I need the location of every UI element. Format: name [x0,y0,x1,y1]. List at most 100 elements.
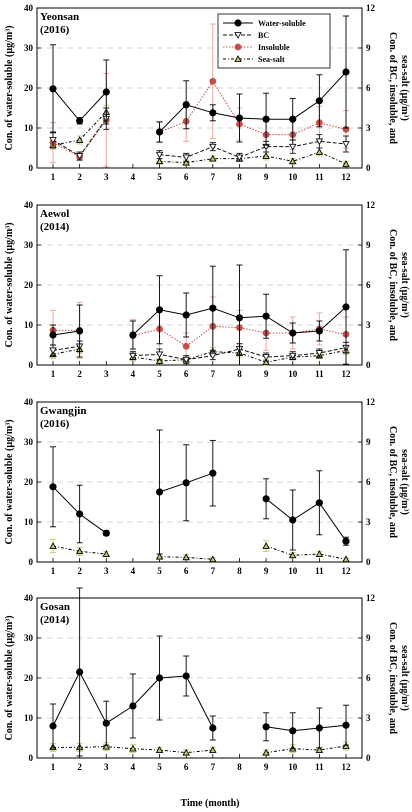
right-axis-label-line2: sea-salt (µg/m³) [399,55,410,121]
left-tick-label: 30 [24,43,34,53]
data-point [49,331,57,339]
x-tick-label: 12 [342,762,352,772]
data-point [76,510,84,518]
data-point [75,153,84,160]
data-point [289,516,297,524]
right-tick-label: 3 [366,713,371,723]
data-point [49,483,57,491]
series-line [52,111,107,146]
series-line [52,348,80,355]
right-tick-label: 6 [366,83,371,93]
right-tick-label: 9 [366,240,371,250]
panel-title: Yeonsan [40,11,79,23]
series-line [159,151,347,165]
data-point [102,529,110,537]
right-axis-label-line2: sea-salt (µg/m³) [399,645,410,711]
series-line [266,724,347,732]
data-point [342,68,350,76]
data-point [315,550,324,557]
series-water-soluble [49,587,350,757]
panel-title: Gosan [40,601,70,613]
data-point [182,311,190,319]
x-tick-label: 9 [264,369,269,379]
right-tick-label: 9 [366,437,371,447]
series-line [52,330,80,336]
x-tick-label: 9 [264,762,269,772]
series-bc [49,340,350,365]
x-tick-label: 4 [131,762,136,772]
left-tick-label: 40 [24,593,34,603]
x-tick-label: 2 [77,172,82,182]
data-point [182,154,190,162]
left-axis-label: Con. of water-soluble (µg/m³) [4,222,15,347]
legend-label: BC [258,31,269,40]
data-point [315,327,323,335]
x-tick-label: 7 [211,566,216,576]
series-line [265,545,347,560]
data-point [182,553,190,561]
x-tick-label: 10 [288,566,298,576]
series-sea-salt [49,741,350,756]
data-point [288,157,297,165]
data-point [49,137,57,144]
data-point [315,724,323,732]
x-tick-label: 12 [342,369,352,379]
data-point [262,748,270,756]
left-tick-label: 20 [24,83,34,93]
series-line [132,349,347,363]
data-point [342,537,350,545]
right-tick-label: 9 [366,633,371,643]
data-point [182,101,190,109]
panel-year: (2016) [40,418,70,430]
right-tick-label: 0 [366,557,371,567]
data-point [209,304,217,312]
x-tick-label: 8 [237,172,242,182]
data-point [262,152,270,159]
data-point [209,746,217,753]
data-point [315,148,324,155]
data-point [342,555,350,563]
x-tick-label: 11 [315,369,324,379]
series-bc [49,107,350,162]
x-tick-label: 9 [264,172,269,182]
x-tick-label: 1 [51,566,56,576]
x-tick-label: 10 [288,762,298,772]
data-point [182,479,190,487]
series-line [159,71,347,133]
x-tick-label: 6 [184,762,189,772]
legend-label: Water-soluble [258,19,306,28]
x-tick-label: 8 [237,762,242,772]
data-point [315,138,324,146]
data-point [155,151,164,159]
x-tick-label: 2 [77,762,82,772]
right-tick-label: 3 [366,123,371,133]
left-tick-label: 20 [24,673,34,683]
right-tick-label: 12 [366,3,376,13]
data-point [102,88,110,96]
right-tick-label: 12 [366,397,376,407]
data-point [129,352,137,360]
left-tick-label: 20 [24,477,34,487]
data-point [155,674,164,682]
data-point [129,744,137,752]
left-tick-label: 10 [24,517,34,527]
right-axis-label-line2: sea-salt (µg/m³) [399,449,410,515]
data-point [129,702,137,710]
data-point [76,117,84,125]
legend: Water-soluble BC Insoluble Sea-salt [217,13,331,69]
series-sea-salt [49,538,350,563]
data-point [155,351,164,359]
left-tick-label: 40 [24,200,34,210]
left-tick-label: 30 [24,633,34,643]
data-point [155,306,164,314]
data-point [155,128,164,136]
right-axis-label-line1: Con. of BC, insoluble, and [387,229,398,341]
data-point [289,727,297,735]
legend-marker [234,55,242,62]
data-point [155,746,164,753]
series-line [265,498,347,542]
